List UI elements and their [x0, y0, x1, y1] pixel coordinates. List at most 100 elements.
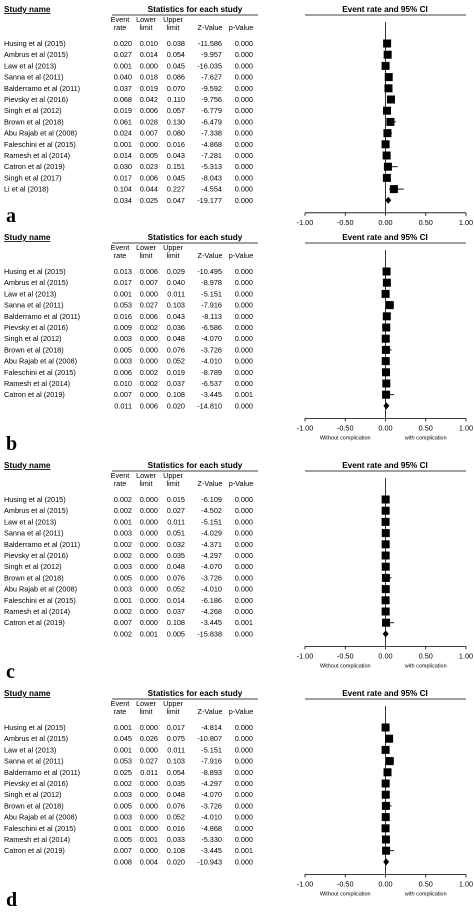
study-7-value-2: 0.130 [167, 117, 185, 126]
study-0-value-3: -6.109 [201, 495, 222, 504]
study-6-value-4: 0.000 [235, 790, 253, 799]
study-name-5: Pievsky et al (2016) [4, 551, 68, 560]
study-3-value-0: 0.053 [114, 301, 132, 310]
study-13-value-2: 0.227 [167, 185, 185, 194]
study-6-value-3: -4.070 [201, 790, 222, 799]
study-3-value-1: 0.018 [140, 73, 158, 82]
study-1-value-1: 0.000 [140, 506, 158, 515]
study-5-value-4: 0.000 [235, 323, 253, 332]
x-tick-label-3: 0.50 [419, 218, 433, 227]
point-marker-11 [383, 162, 392, 171]
study-2-value-0: 0.001 [114, 745, 132, 754]
study-0-value-1: 0.006 [140, 267, 158, 276]
point-marker-5 [382, 323, 391, 332]
study-0-value-1: 0.000 [140, 495, 158, 504]
study-9-value-1: 0.002 [140, 368, 158, 377]
pooled-value-1: 0.004 [140, 857, 158, 866]
point-marker-11 [382, 846, 391, 855]
study-7-value-0: 0.005 [114, 573, 132, 582]
study-8-value-4: 0.000 [235, 129, 253, 138]
study-7-value-0: 0.061 [114, 117, 132, 126]
study-name-header: Study name [4, 689, 51, 698]
study-4-value-1: 0.011 [140, 768, 158, 777]
column-header-3-line2: Z-Value [197, 23, 222, 32]
study-3-value-2: 0.086 [167, 73, 185, 82]
study-1-value-4: 0.000 [235, 278, 253, 287]
pooled-value-4: 0.000 [235, 401, 253, 410]
study-2-value-1: 0.000 [140, 517, 158, 526]
study-name-3: Sanna et al (2011) [4, 301, 64, 310]
study-5-value-0: 0.068 [114, 95, 132, 104]
study-2-value-4: 0.000 [235, 745, 253, 754]
study-1-value-0: 0.027 [114, 50, 132, 59]
point-marker-1 [383, 50, 392, 59]
study-5-value-4: 0.000 [235, 551, 253, 560]
pooled-value-4: 0.000 [235, 196, 253, 205]
point-marker-1 [385, 734, 394, 743]
study-11-value-0: 0.030 [114, 162, 132, 171]
x-tick-label-1: -0.50 [337, 879, 354, 888]
study-10-value-4: 0.000 [235, 379, 253, 388]
study-1-value-1: 0.014 [140, 50, 158, 59]
study-8-value-1: 0.007 [140, 129, 158, 138]
study-10-value-1: 0.002 [140, 379, 158, 388]
study-11-value-0: 0.007 [114, 390, 132, 399]
study-6-value-4: 0.000 [235, 562, 253, 571]
study-2-value-1: 0.000 [140, 61, 158, 70]
column-header-2-line2: limit [167, 707, 180, 716]
column-header-1-line2: limit [140, 251, 153, 260]
study-4-value-4: 0.000 [235, 540, 253, 549]
study-4-value-4: 0.000 [235, 84, 253, 93]
study-11-value-4: 0.001 [235, 846, 253, 855]
footer-left-label: Without complication [320, 435, 371, 441]
study-name-7: Brown et al (2018) [4, 801, 64, 810]
x-tick-label-3: 0.50 [419, 423, 433, 432]
study-3-value-0: 0.003 [114, 529, 132, 538]
point-marker-7 [381, 801, 390, 810]
pooled-value-1: 0.006 [140, 401, 158, 410]
footer-right-label: with complication [404, 891, 447, 897]
study-5-value-1: 0.000 [140, 551, 158, 560]
study-11-value-2: 0.108 [167, 618, 185, 627]
study-name-7: Brown et al (2018) [4, 345, 64, 354]
column-header-1-line2: limit [140, 479, 153, 488]
study-4-value-3: -4.371 [201, 540, 222, 549]
study-3-value-1: 0.000 [140, 529, 158, 538]
study-name-0: Husing et al (2015) [4, 39, 66, 48]
study-10-value-2: 0.037 [167, 379, 185, 388]
study-6-value-2: 0.057 [167, 106, 185, 115]
point-marker-12 [382, 173, 391, 182]
pooled-value-4: 0.000 [235, 629, 253, 638]
study-2-value-0: 0.001 [114, 61, 132, 70]
study-5-value-2: 0.036 [167, 323, 185, 332]
point-marker-4 [382, 312, 391, 321]
study-1-value-1: 0.007 [140, 278, 158, 287]
study-10-value-0: 0.005 [114, 835, 132, 844]
study-2-value-3: -5.151 [201, 289, 222, 298]
study-5-value-1: 0.000 [140, 779, 158, 788]
x-tick-label-2: 0.00 [378, 218, 392, 227]
study-9-value-4: 0.000 [235, 824, 253, 833]
study-11-value-0: 0.007 [114, 618, 132, 627]
column-header-4-line2: p-Value [229, 23, 254, 32]
study-8-value-0: 0.003 [114, 813, 132, 822]
study-8-value-2: 0.052 [167, 357, 185, 366]
study-13-value-1: 0.044 [140, 185, 158, 194]
study-9-value-4: 0.000 [235, 140, 253, 149]
study-5-value-0: 0.009 [114, 323, 132, 332]
plot-header: Event rate and 95% CI [342, 233, 428, 242]
panel-label: c [6, 661, 15, 683]
footer-left-label: Without complication [320, 663, 371, 669]
x-tick-label-0: -1.00 [297, 423, 314, 432]
study-2-value-4: 0.000 [235, 61, 253, 70]
x-tick-label-2: 0.00 [378, 651, 392, 660]
study-1-value-4: 0.000 [235, 734, 253, 743]
point-marker-7 [381, 573, 390, 582]
study-9-value-2: 0.016 [167, 140, 185, 149]
study-1-value-2: 0.040 [167, 278, 185, 287]
study-4-value-4: 0.000 [235, 768, 253, 777]
study-1-value-3: -4.502 [201, 506, 222, 515]
x-tick-label-1: -0.50 [337, 651, 354, 660]
study-name-3: Sanna et al (2011) [4, 73, 64, 82]
study-8-value-4: 0.000 [235, 357, 253, 366]
